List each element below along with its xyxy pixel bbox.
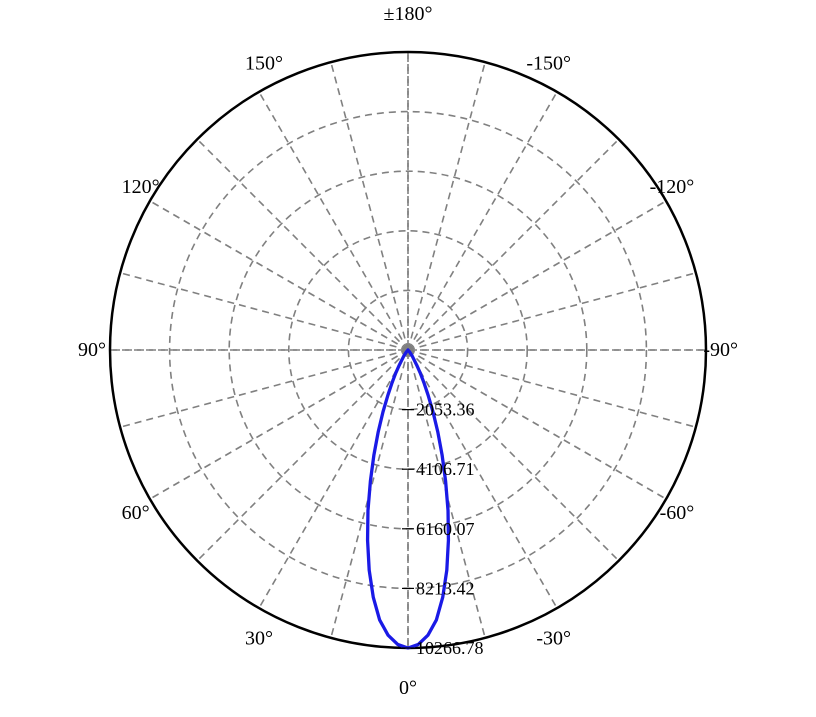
radial-tick-label: 10266.78 [416,638,484,658]
radial-tick-label: 2053.36 [416,400,475,420]
angle-tick-label: ±180° [384,3,433,25]
radial-tick-label: 4106.71 [416,459,475,479]
angle-tick-label: 60° [122,502,150,524]
angle-tick-label: -60° [660,502,695,524]
polar-chart-container: 2053.36 4106.71 6160.07 8213.42 10266.78 0° 3… [0,0,816,717]
angle-tick-label: -90° [703,339,738,361]
angle-tick-label: 120° [122,176,160,198]
angle-tick-label: 30° [245,627,273,649]
polar-chart-svg: 2053.36 4106.71 6160.07 8213.42 10266.78 0° 3… [0,0,816,717]
angle-tick-label: -30° [536,627,571,649]
angle-tick-label: 0° [399,677,417,699]
radial-tick-labels: 2053.36 4106.71 6160.07 8213.42 10266.78 [402,400,484,658]
angle-tick-label: -150° [526,53,571,75]
angle-tick-label: 150° [245,53,283,75]
radial-tick-label: 8213.42 [416,578,475,598]
radial-tick-label: 6160.07 [416,519,475,539]
angle-tick-label: 90° [78,339,106,361]
angle-tick-label: -120° [650,176,695,198]
